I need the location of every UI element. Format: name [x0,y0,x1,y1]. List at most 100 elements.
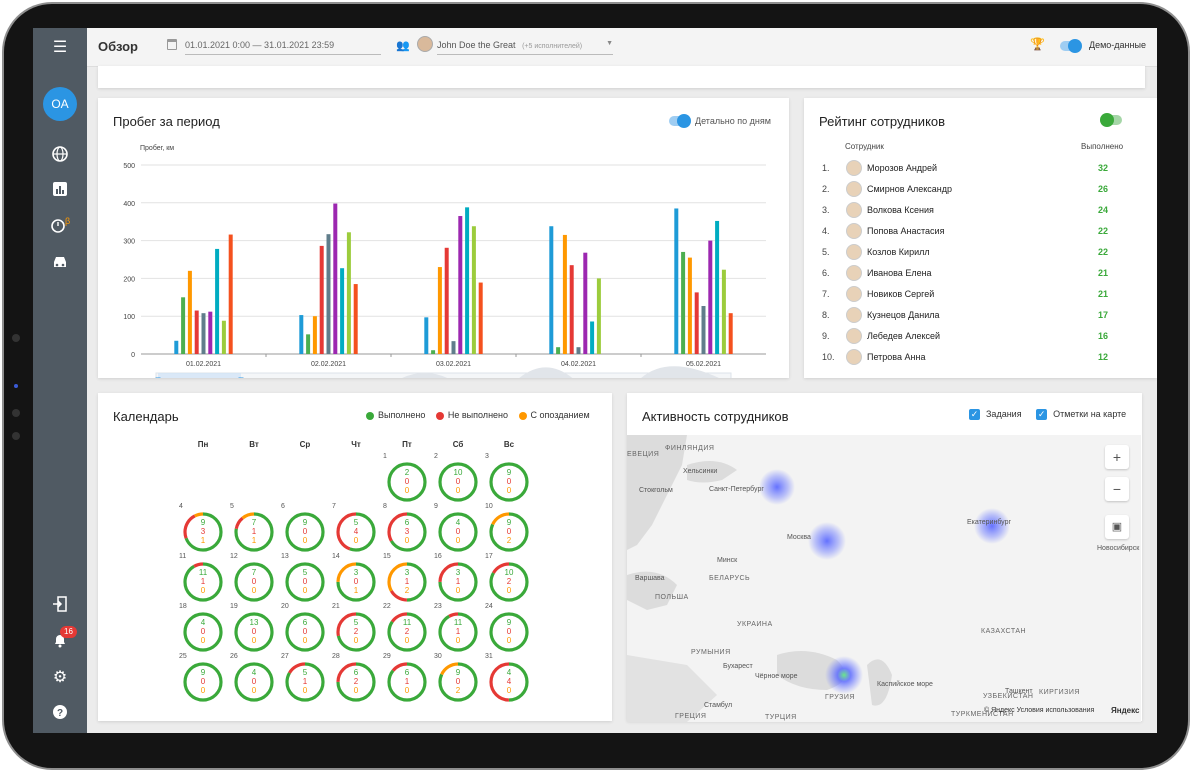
activity-map[interactable]: ФИНЛЯНДИЯ Хельсинки Санкт-Петербург ЕВЕЦИЯ С… [627,435,1141,722]
calendar-day[interactable]: 29 6 1 0 [383,653,431,703]
tasks-checkbox[interactable]: ✓ [969,409,980,421]
rating-row[interactable]: 1. Морозов Андрей 32 [804,158,1134,179]
rating-toggle[interactable] [1100,113,1122,127]
calendar-day[interactable]: 25 9 0 0 [179,653,227,703]
map-label: ЕВЕЦИЯ [627,451,660,458]
map-label: Минск [717,557,738,564]
calendar-day[interactable]: 18 4 0 0 [179,603,227,653]
calendar-day[interactable]: 17 10 2 0 [485,553,533,603]
calendar-day[interactable]: 30 9 0 2 [434,653,482,703]
day-ring [183,662,223,702]
calendar-day[interactable]: 21 5 2 0 [332,603,380,653]
user-select[interactable]: John Doe the Great (+5 исполнителей) ▼ [437,40,613,55]
map-label: КАЗАХСТАН [981,628,1027,635]
calendar-day[interactable]: 26 4 0 0 [230,653,278,703]
rating-row[interactable]: 7. Новиков Сергей 21 [804,284,1134,305]
day-number: 3 [485,453,489,460]
help-icon[interactable]: ? [50,704,70,724]
day-ring-segment [387,462,427,502]
rating-row[interactable]: 8. Кузнецов Данила 17 [804,305,1134,326]
done-count: 9 [506,468,512,477]
calendar-day[interactable]: 22 11 2 0 [383,603,431,653]
calendar-day[interactable]: 19 13 0 0 [230,603,278,653]
weekday-label: Пт [402,440,412,449]
trophy-icon[interactable]: 🏆 [1030,37,1045,51]
rating-row[interactable]: 9. Лебедев Алексей 16 [804,326,1134,347]
rank-number: 8. [822,310,830,320]
rating-row[interactable]: 2. Смирнов Александр 26 [804,179,1134,200]
topbar: Обзор 01.01.2021 0:00 — 31.01.2021 23:59… [87,28,1157,67]
calendar-day[interactable]: 14 3 0 1 [332,553,380,603]
day-ring-segment [438,462,478,502]
demo-label: Демо-данные [1089,40,1146,50]
y-tick-label: 300 [123,239,135,246]
undone-count: 0 [455,527,461,536]
menu-icon[interactable]: ☰ [52,39,68,56]
day-number: 12 [230,553,238,560]
day-ring [234,512,274,552]
zoom-in-button[interactable]: + [1105,445,1129,469]
calendar-day[interactable]: 12 7 0 0 [230,553,278,603]
rating-row[interactable]: 3. Волкова Ксения 24 [804,200,1134,221]
day-ring-segment [336,562,376,602]
calendar-day[interactable]: 10 9 0 2 [485,503,533,553]
calendar-day[interactable]: 27 5 1 0 [281,653,329,703]
calendar-day[interactable]: 13 5 0 0 [281,553,329,603]
bell-icon[interactable]: 16 [50,626,77,652]
day-number: 20 [281,603,289,610]
calendar-day[interactable]: 15 3 1 2 [383,553,431,603]
avatar[interactable]: OA [43,87,77,121]
day-ring [387,612,427,652]
navigator-selection [158,373,241,378]
calendar-day[interactable]: 31 4 4 0 [485,653,533,703]
employee-avatar [846,160,862,176]
legend-late-dot [518,411,527,420]
logout-icon[interactable] [50,596,70,616]
rating-row[interactable]: 6. Иванова Елена 21 [804,263,1134,284]
chart-icon[interactable] [50,181,70,201]
date-range-field[interactable]: 01.01.2021 0:00 — 31.01.2021 23:59 [185,40,381,55]
svg-text:?: ? [57,708,63,719]
legend-done-dot [366,411,374,420]
done-count: 4 [200,618,206,627]
map-attribution[interactable]: © Яндекс Условия использования [984,707,1095,714]
calendar-day[interactable]: 24 9 0 0 [485,603,533,653]
car-icon[interactable] [50,254,70,274]
rating-row[interactable]: 10. Петрова Анна 12 [804,347,1134,368]
employee-name: Волкова Ксения [867,205,934,215]
clock-beta-icon[interactable]: β [50,216,70,236]
rating-row[interactable]: 4. Попова Анастасия 22 [804,221,1134,242]
globe-icon[interactable] [50,145,70,165]
rating-row[interactable]: 5. Козлов Кирилл 22 [804,242,1134,263]
gear-icon[interactable]: ⚙ [52,669,68,686]
calendar-day[interactable]: 20 6 0 0 [281,603,329,653]
calendar-day[interactable]: 11 11 1 0 [179,553,227,603]
marks-checkbox[interactable]: ✓ [1036,409,1048,421]
detail-toggle[interactable] [669,114,691,128]
day-ring [387,662,427,702]
late-count: 0 [455,636,461,645]
map-label: Стокгольм [639,487,673,494]
y-tick-label: 100 [123,314,135,321]
weekday-label: Вт [249,440,259,449]
map-layers-icon[interactable]: ▣ [1105,515,1129,539]
demo-toggle[interactable] [1060,39,1082,53]
zoom-out-button[interactable]: − [1105,477,1129,501]
calendar-day[interactable]: 23 11 1 0 [434,603,482,653]
rating-title: Рейтинг сотрудников [819,114,946,129]
calendar-day[interactable]: 16 3 1 0 [434,553,482,603]
bar [333,203,338,354]
activity-filters: ✓ Задания ✓ Отметки на карте [969,409,1126,421]
bar [174,340,179,354]
undone-count: 2 [404,627,410,636]
calendar-day[interactable]: 28 6 2 0 [332,653,380,703]
calendar-day[interactable]: 2 10 0 0 [434,453,482,503]
